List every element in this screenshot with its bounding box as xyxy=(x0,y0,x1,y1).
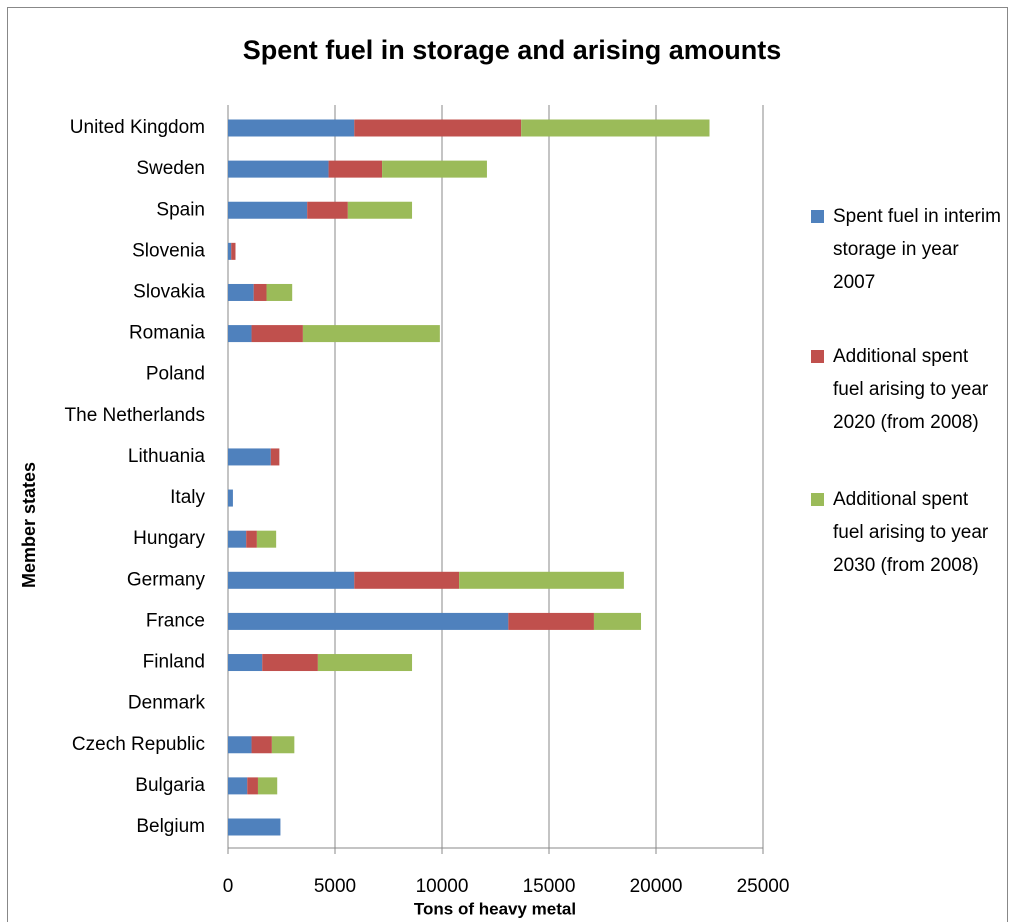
bar-segment xyxy=(251,736,272,754)
x-tick-label: 5000 xyxy=(314,876,356,897)
x-tick-label: 10000 xyxy=(416,876,469,897)
legend-swatch xyxy=(811,493,824,506)
y-tick-label: Spain xyxy=(156,199,205,220)
y-tick-label: Slovakia xyxy=(133,281,205,302)
bar-segment xyxy=(262,654,318,672)
y-tick-label: Poland xyxy=(146,364,205,385)
bar-segment xyxy=(247,777,258,795)
x-tick-label: 0 xyxy=(223,876,234,897)
legend-item: Additional spent fuel arising to year 20… xyxy=(833,346,989,433)
bar-segment xyxy=(228,242,232,260)
bar-segment xyxy=(257,777,278,795)
y-tick-label: Slovenia xyxy=(132,240,205,261)
bar-segment xyxy=(256,530,277,548)
y-tick-label: Sweden xyxy=(136,158,205,179)
y-tick-label: Czech Republic xyxy=(72,734,205,755)
y-tick-label: Lithuania xyxy=(128,446,206,467)
bar-segment xyxy=(266,283,293,301)
chart-frame xyxy=(7,7,1008,922)
x-tick-label: 20000 xyxy=(630,876,683,897)
bar-segment xyxy=(354,119,522,137)
legend-swatch xyxy=(811,350,824,363)
x-tick-label: 25000 xyxy=(737,876,790,897)
y-tick-label: Germany xyxy=(127,569,206,590)
legend-swatch xyxy=(811,210,824,223)
y-tick-label: Bulgaria xyxy=(135,775,205,796)
bar-segment xyxy=(354,571,460,589)
bar-segment xyxy=(228,325,252,343)
y-tick-label: The Netherlands xyxy=(65,405,205,426)
chart-title: Spent fuel in storage and arising amount… xyxy=(243,35,782,65)
bar-segment xyxy=(228,448,271,466)
legend-item: Additional spent fuel arising to year 20… xyxy=(833,489,989,576)
legend-label: Spent fuel in interim storage in year 20… xyxy=(833,206,1001,293)
y-tick-label: Finland xyxy=(143,652,205,673)
bar-segment xyxy=(328,160,383,178)
legend-label: Additional spent fuel arising to year 20… xyxy=(833,346,989,433)
y-axis-title: Member states xyxy=(19,462,39,588)
bar-segment xyxy=(593,612,642,630)
bar-segment xyxy=(251,325,303,343)
bar-segment xyxy=(382,160,487,178)
bar-segment xyxy=(228,818,281,836)
y-tick-label: Romania xyxy=(129,323,205,344)
bar-segment xyxy=(246,530,257,548)
bar-segment xyxy=(317,654,413,672)
y-tick-label: United Kingdom xyxy=(70,117,205,138)
bar-segment xyxy=(228,160,329,178)
y-tick-label: Belgium xyxy=(136,816,205,837)
bar-segment xyxy=(228,201,308,219)
bar-segment xyxy=(347,201,413,219)
y-tick-label: Italy xyxy=(170,487,205,508)
bar-segment xyxy=(228,777,248,795)
legend-label: Additional spent fuel arising to year 20… xyxy=(833,489,989,576)
x-tick-label: 15000 xyxy=(523,876,576,897)
bar-segment xyxy=(228,571,355,589)
bar-segment xyxy=(270,448,280,466)
bar-segment xyxy=(228,736,252,754)
bar-segment xyxy=(253,283,267,301)
bar-segment xyxy=(302,325,440,343)
bar-segment xyxy=(231,242,236,260)
y-tick-label: France xyxy=(146,610,205,631)
bar-segment xyxy=(228,612,509,630)
bar-segment xyxy=(228,489,233,507)
bar-segment xyxy=(459,571,624,589)
bar-segment xyxy=(228,654,263,672)
bar-segment xyxy=(271,736,295,754)
x-axis-title: Tons of heavy metal xyxy=(414,899,576,918)
bar-segment xyxy=(228,530,247,548)
bar-segment xyxy=(307,201,348,219)
y-tick-label: Denmark xyxy=(128,693,206,714)
legend-item: Spent fuel in interim storage in year 20… xyxy=(833,206,1001,293)
y-tick-label: Hungary xyxy=(133,528,205,549)
bar-segment xyxy=(508,612,594,630)
bar-segment xyxy=(228,283,254,301)
bar-segment xyxy=(228,119,355,137)
bar-segment xyxy=(521,119,710,137)
